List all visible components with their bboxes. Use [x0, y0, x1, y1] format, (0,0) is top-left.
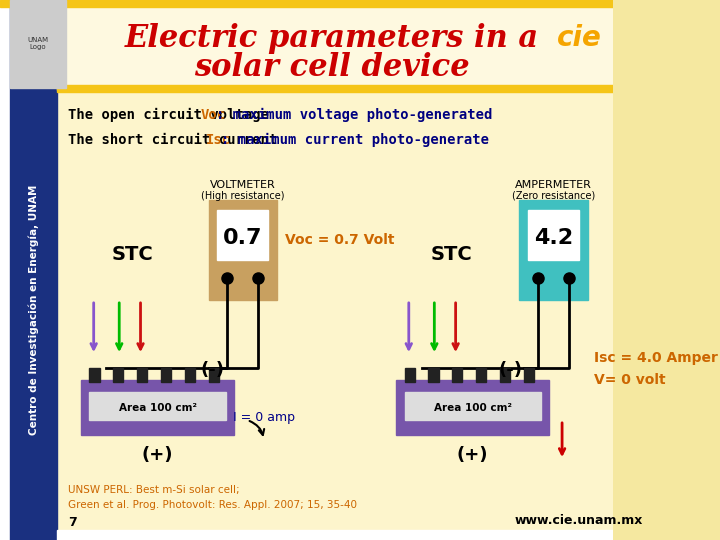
- Text: V= 0 volt: V= 0 volt: [595, 373, 666, 387]
- Text: : maximum voltage photo-generated: : maximum voltage photo-generated: [216, 108, 492, 122]
- Text: (+): (+): [142, 446, 174, 464]
- Bar: [209, 200, 276, 300]
- Bar: [396, 380, 549, 435]
- Bar: [476, 368, 486, 382]
- Text: Centro de Investigación en Energía, UNAM: Centro de Investigación en Energía, UNAM: [29, 185, 40, 435]
- Text: The open circuit voltage: The open circuit voltage: [68, 108, 277, 122]
- Text: UNAM
Logo: UNAM Logo: [27, 37, 48, 51]
- Bar: [10, 0, 57, 540]
- Text: AMPERMETER: AMPERMETER: [515, 180, 592, 190]
- Bar: [89, 368, 99, 382]
- Text: www.cie.unam.mx: www.cie.unam.mx: [515, 514, 643, 526]
- Text: STC: STC: [431, 246, 472, 265]
- Text: 7: 7: [68, 516, 77, 529]
- Bar: [0, 0, 10, 540]
- Text: (Zero resistance): (Zero resistance): [512, 191, 595, 201]
- Text: 0.7: 0.7: [223, 228, 263, 248]
- Text: 4.2: 4.2: [534, 228, 573, 248]
- Text: : maximum current photo-generate: : maximum current photo-generate: [221, 133, 490, 147]
- Text: (High resistance): (High resistance): [201, 191, 284, 201]
- Text: Voc: Voc: [200, 108, 225, 122]
- Bar: [528, 210, 579, 260]
- Text: STC: STC: [111, 246, 153, 265]
- Text: UNSW PERL: Best m-Si solar cell;: UNSW PERL: Best m-Si solar cell;: [68, 485, 240, 495]
- Bar: [185, 368, 195, 382]
- Bar: [113, 368, 124, 382]
- Text: Electric parameters in a: Electric parameters in a: [125, 23, 539, 53]
- Text: I = 0 amp: I = 0 amp: [233, 411, 295, 424]
- Bar: [57, 530, 613, 540]
- Bar: [137, 368, 148, 382]
- Text: (-): (-): [201, 361, 225, 379]
- Bar: [500, 368, 510, 382]
- Text: Isc: Isc: [205, 133, 230, 147]
- Bar: [10, 0, 66, 88]
- Bar: [81, 380, 234, 435]
- Bar: [520, 200, 588, 300]
- Text: The short circuit current: The short circuit current: [68, 133, 286, 147]
- Text: Area 100 cm²: Area 100 cm²: [433, 403, 512, 413]
- Bar: [57, 85, 613, 92]
- Text: cie: cie: [557, 24, 601, 52]
- Bar: [405, 392, 541, 420]
- Text: (+): (+): [457, 446, 488, 464]
- Text: (-): (-): [499, 361, 523, 379]
- Bar: [57, 0, 613, 90]
- Bar: [0, 0, 613, 7]
- Text: Green et al. Prog. Photovolt: Res. Appl. 2007; 15, 35-40: Green et al. Prog. Photovolt: Res. Appl.…: [68, 500, 357, 510]
- Text: solar cell device: solar cell device: [194, 52, 470, 84]
- Bar: [428, 368, 438, 382]
- Bar: [161, 368, 171, 382]
- Bar: [452, 368, 462, 382]
- Bar: [89, 392, 225, 420]
- Bar: [523, 368, 534, 382]
- Bar: [209, 368, 219, 382]
- Bar: [405, 368, 415, 382]
- Text: Area 100 cm²: Area 100 cm²: [119, 403, 197, 413]
- Text: Isc = 4.0 Amper: Isc = 4.0 Amper: [595, 351, 719, 365]
- Bar: [217, 210, 269, 260]
- Text: VOLTMETER: VOLTMETER: [210, 180, 276, 190]
- Text: Voc = 0.7 Volt: Voc = 0.7 Volt: [285, 233, 395, 247]
